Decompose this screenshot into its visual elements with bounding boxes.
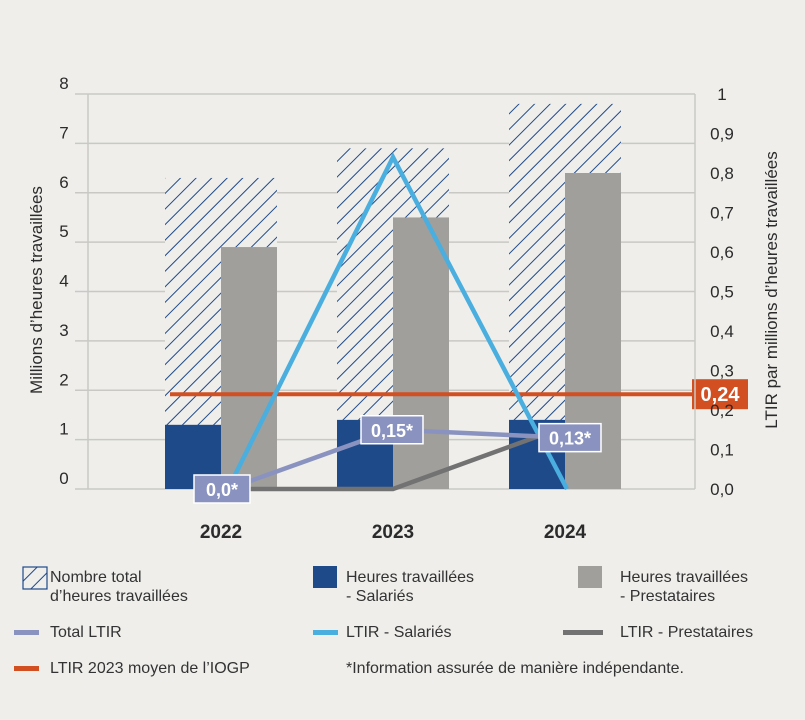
y2-tick-label: 0,7 [710,204,734,223]
y2-tick-label: 0,6 [710,243,734,262]
legend-label-salaries-hours: Heures travaillées - Salariés [346,568,474,606]
legend-label-total-ltir: Total LTIR [50,624,122,641]
y2-tick-label: 0,4 [710,322,734,341]
legend-text: - Prestataires [620,588,716,605]
y-tick-label: 4 [59,272,68,291]
legend-label-iogp: LTIR 2023 moyen de l’IOGP [50,660,250,677]
legend-label-prestataires-hours: Heures travaillées - Prestataires [620,568,748,606]
legend-text: Heures travaillées [346,569,475,586]
y2-axis-title: LTIR par millions d’heures travaillées [762,151,781,428]
y-tick-label: 7 [59,123,68,142]
y-tick-label: 0 [59,469,68,488]
reference-label: 0,24 [701,384,741,406]
y2-tick-label: 0,5 [710,283,734,302]
axes: 0 1 2 3 4 5 6 7 8 0,0 0,1 0,2 0,3 0,4 0,5 0,6 0,7 0,8 0,9 1… [59,74,734,543]
reference-label-box [692,379,748,410]
footnote: *Information assurée de manière indépend… [346,660,684,677]
legend-label-total-hours: Nombre total d’heures travaillées [50,568,188,606]
y-tick-label: 5 [59,222,68,241]
y-tick-label: 2 [59,370,68,389]
y-tick-label: 3 [59,321,68,340]
y2-tick-label: 0,2 [710,401,734,420]
legend-swatch-ltir-salaries [313,630,338,635]
bar-prestataires-hours [393,217,449,489]
legend-text: Heures travaillées [620,569,749,586]
line-ltir-prestataires [240,423,568,492]
y2-tick-label: 0,0 [710,480,734,499]
legend-swatch-prestataires-hours [578,566,602,588]
y2-tick-label: 0,8 [710,164,734,183]
legend-text: Nombre total [50,569,142,586]
y-axis-title: Millions d’heures travaillées [27,186,46,394]
data-label: 0,15* [371,421,413,441]
legend-text: - Salariés [346,588,414,605]
legend-label-ltir-salaries: LTIR - Salariés [346,624,452,641]
y-tick-label: 8 [59,74,68,93]
legend-swatch-total-ltir [14,630,39,635]
line-ltir-salari-s [225,152,569,491]
legend-swatch-total-hours [22,566,48,590]
y2-tick-label: 0,9 [710,125,734,144]
legend-label-ltir-prestataires: LTIR - Prestataires [620,624,754,641]
legend: Nombre total d’heures travaillées Heures… [0,560,805,720]
data-label: 0,0* [206,480,238,500]
data-label: 0,13* [549,429,591,449]
data-label-box [360,415,424,445]
legend-text: d’heures travaillées [50,588,188,605]
chart: 0,24 0,0* 0,15* 0,13* 0 1 2 3 4 5 6 7 8 0,0 0,1 0,2 0,… [27,74,781,543]
data-label-box [193,474,251,504]
reference-line-group: 0,24 [170,379,748,410]
y-tick-label: 1 [59,420,68,439]
legend-swatch-ltir-prestataires [563,630,603,635]
legend-swatch-salaries-hours [313,566,337,588]
data-labels: 0,0* 0,15* 0,13* [193,415,602,504]
x-tick-label: 2023 [372,522,414,543]
y2-tick-label: 0,1 [710,441,734,460]
y-tick-label: 6 [59,173,68,192]
x-tick-label: 2022 [200,522,242,543]
x-tick-label: 2024 [544,522,587,543]
legend-swatch-iogp [14,666,39,671]
y2-tick-label: 0,3 [710,362,734,381]
data-label-box [538,422,602,453]
y2-tick-label: 1 [717,85,726,104]
bar-prestataires-hours [221,247,277,489]
